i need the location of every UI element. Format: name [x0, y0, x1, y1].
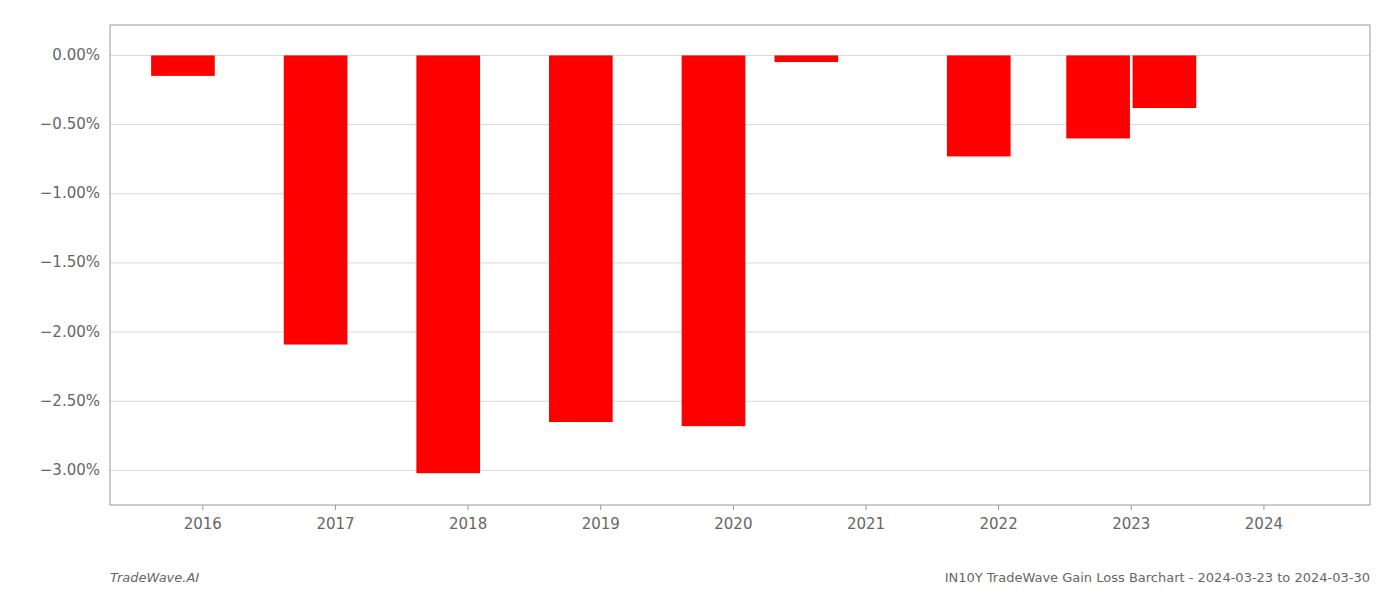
bar [151, 55, 215, 75]
x-tick-label: 2024 [1245, 515, 1283, 533]
bar [284, 55, 348, 344]
x-tick-label: 2019 [582, 515, 620, 533]
x-tick-label: 2020 [714, 515, 752, 533]
y-tick-label: −0.50% [40, 115, 100, 133]
y-tick-label: −1.00% [40, 184, 100, 202]
y-tick-label: −3.00% [40, 461, 100, 479]
x-tick-label: 2023 [1112, 515, 1150, 533]
x-tick [733, 505, 734, 510]
x-ticks: 2016 2017 2018 2019 2020 2021 2022 2023 2024 [184, 505, 1283, 533]
bar [1066, 55, 1130, 138]
y-tick-label: −1.50% [40, 253, 100, 271]
bar [416, 55, 480, 473]
x-tick [866, 505, 867, 510]
x-tick [468, 505, 469, 510]
bar [549, 55, 613, 422]
grid [110, 55, 1370, 470]
bar [682, 55, 746, 426]
x-tick-label: 2018 [449, 515, 487, 533]
x-tick-label: 2021 [847, 515, 885, 533]
footer-text: IN10Y TradeWave Gain Loss Barchart - 202… [945, 570, 1370, 585]
x-tick [1131, 505, 1132, 510]
x-tick [202, 505, 203, 510]
chart: 0.00% −0.50% −1.00% −1.50% −2.00% −2.50% −3.00… [0, 0, 1400, 600]
x-tick [998, 505, 999, 510]
bars [151, 55, 1196, 473]
y-tick-label: 0.00% [52, 46, 100, 64]
chart-container: 0.00% −0.50% −1.00% −1.50% −2.00% −2.50% −3.00… [0, 0, 1400, 600]
y-ticks: 0.00% −0.50% −1.00% −1.50% −2.00% −2.50% −3.00… [40, 46, 100, 479]
bar [1133, 55, 1197, 108]
x-tick [1263, 505, 1264, 510]
bar [947, 55, 1011, 156]
x-tick-label: 2017 [316, 515, 354, 533]
x-tick-label: 2022 [980, 515, 1018, 533]
y-tick-label: −2.00% [40, 323, 100, 341]
y-tick-label: −2.50% [40, 392, 100, 410]
x-tick [600, 505, 601, 510]
plot-frame [110, 25, 1370, 505]
grid-line [110, 470, 1370, 471]
x-tick-label: 2016 [184, 515, 222, 533]
bar [774, 55, 838, 62]
x-tick [335, 505, 336, 510]
footer-text: TradeWave.AI [110, 570, 199, 585]
